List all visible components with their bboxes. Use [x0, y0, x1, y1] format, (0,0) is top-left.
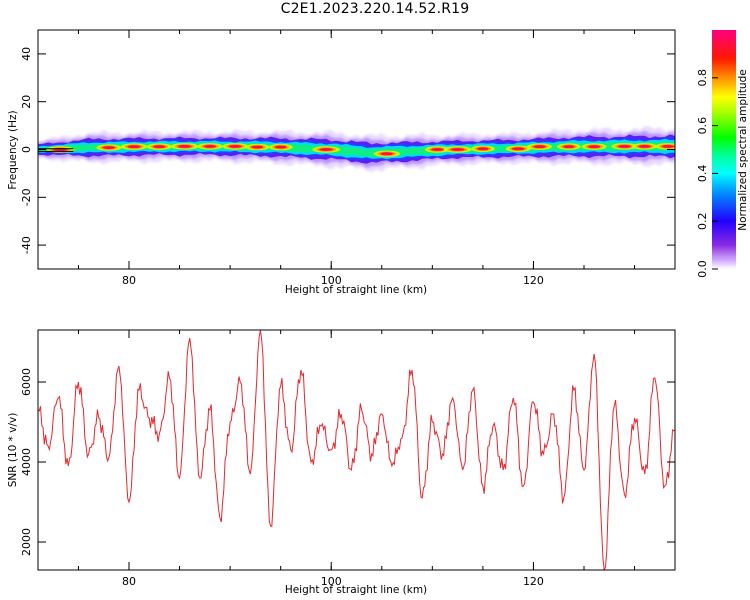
peak-core: [476, 147, 489, 151]
peak-core: [431, 148, 444, 151]
spectrogram-ytick-label: 40: [20, 47, 33, 61]
colorbar: 0.0 0.2 0.4 0.6 0.8 Normalized spectral ampl…: [696, 30, 749, 278]
snr-ylabel: SNR (10 * v/v): [7, 413, 19, 488]
snr-series-line: [38, 330, 675, 570]
peak-core: [638, 144, 651, 148]
spectrogram-ytick-label: -20: [20, 188, 33, 206]
spectrogram-ticks: 80 100 120 -40 -20 0 20 40: [20, 30, 675, 287]
snr-xlabel: Height of straight line (km): [285, 584, 427, 596]
peak-core: [274, 145, 287, 149]
chart-title: C2E1.2023.220.14.52.R19: [280, 1, 470, 17]
colorbar-label: Normalized spectral amplitude: [737, 69, 749, 230]
colorbar-tick-label: 0.6: [696, 117, 709, 135]
spectrogram-xtick-label: 100: [321, 274, 342, 287]
peak-core: [533, 145, 546, 149]
peak-core: [251, 145, 264, 149]
peak-core: [203, 144, 217, 148]
peak-core: [587, 145, 601, 149]
peak-core: [102, 146, 116, 150]
snr-ytick-label: 6000: [20, 368, 33, 396]
peak-core: [177, 144, 192, 148]
snr-xtick-label: 100: [321, 575, 342, 588]
peak-core: [153, 145, 166, 149]
colorbar-gradient: [712, 30, 736, 269]
snr-xtick-label: 80: [122, 575, 136, 588]
peak-core: [562, 145, 575, 149]
peak-core: [380, 152, 394, 156]
colorbar-tick-label: 0.2: [696, 212, 709, 230]
spectrogram-ytick-label: -40: [20, 236, 33, 254]
colorbar-tick-label: 0.4: [696, 165, 709, 183]
spectrogram-xtick-label: 80: [122, 274, 136, 287]
spectrogram-ytick-label: 0: [20, 146, 33, 153]
snr-panel: 80 100 120 2000 4000 6000 Height of straight …: [7, 329, 676, 596]
peak-core: [127, 145, 141, 149]
peak-core: [661, 144, 675, 148]
peak-core: [450, 148, 465, 151]
peak-core: [511, 147, 525, 151]
peak-core: [617, 144, 632, 148]
peak-core: [228, 144, 242, 148]
spectrogram-ylabel: Frequency (Hz): [7, 110, 19, 189]
peak-core: [319, 148, 334, 151]
snr-ytick-label: 4000: [20, 448, 33, 476]
colorbar-tick-label: 0.0: [696, 260, 709, 278]
snr-xtick-label: 120: [523, 575, 544, 588]
spectrogram-panel: 80 100 120 -40 -20 0 20 40 Height of straight l…: [7, 29, 676, 296]
spectrogram-xtick-label: 120: [523, 274, 544, 287]
snr-ticks: 80 100 120 2000 4000 6000: [20, 330, 675, 588]
colorbar-tick-label: 0.8: [696, 69, 709, 87]
spectrogram-xlabel: Height of straight line (km): [285, 284, 427, 296]
colorbar-ticks: 0.0 0.2 0.4 0.6 0.8: [696, 69, 718, 278]
snr-ytick-label: 2000: [20, 528, 33, 556]
snr-frame: [37, 329, 676, 571]
spectral-band: [38, 126, 675, 172]
spectrogram-ytick-label: 20: [20, 95, 33, 109]
